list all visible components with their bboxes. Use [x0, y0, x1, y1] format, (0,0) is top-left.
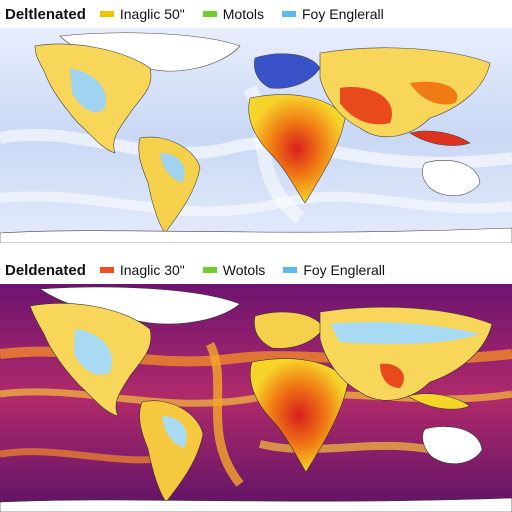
- legend-swatch: [283, 267, 298, 273]
- legend-label: Wotols: [222, 262, 266, 278]
- legend-title: Deltlenated: [5, 5, 86, 23]
- legend-item: Wotols: [202, 262, 266, 278]
- landmass-antarctica: [0, 227, 512, 243]
- legend-item: Inaglic 50": [99, 6, 185, 22]
- landmass-australia: [422, 426, 483, 465]
- map-panel-top: Deltlenated Inaglic 50" Motols Foy Engle…: [0, 0, 512, 250]
- landmass-antarctica: [0, 497, 512, 512]
- legend-item: Foy Englerall: [283, 262, 385, 278]
- legend-title: Deldenated: [5, 261, 86, 279]
- legend-label: Motols: [222, 6, 264, 22]
- landmass-africa: [248, 94, 346, 204]
- legend-swatch: [99, 11, 114, 17]
- legend-label: Inaglic 50": [119, 6, 185, 22]
- legend-item: Inaglic 30": [99, 262, 185, 278]
- legend-item: Foy Englerall: [282, 6, 384, 22]
- legend-label: Foy Englerall: [302, 6, 384, 22]
- legend-top: Deltlenated Inaglic 50" Motols Foy Engle…: [0, 0, 512, 28]
- legend-swatch: [202, 11, 217, 17]
- world-map-bottom: [0, 284, 512, 512]
- landmass-europe: [254, 311, 325, 349]
- legend-swatch: [99, 267, 114, 273]
- legend-swatch: [282, 11, 296, 17]
- landmass-indonesia: [407, 393, 471, 410]
- legend-item: Motols: [202, 6, 264, 22]
- legend-swatch: [202, 267, 217, 273]
- legend-label: Foy Englerall: [303, 262, 386, 278]
- landmass-australia: [421, 160, 481, 196]
- world-map-top: [0, 28, 512, 243]
- landmass-africa: [249, 358, 349, 473]
- legend-bottom: Deldenated Inaglic 30" Wotols Foy Engler…: [0, 256, 512, 284]
- legend-label: Inaglic 30": [119, 262, 185, 278]
- landmass-europe: [254, 53, 321, 89]
- landmass-south-america: [139, 400, 204, 503]
- map-panel-bottom: Deldenated Inaglic 30" Wotols Foy Engler…: [0, 256, 512, 512]
- landmass-indonesia: [409, 130, 471, 146]
